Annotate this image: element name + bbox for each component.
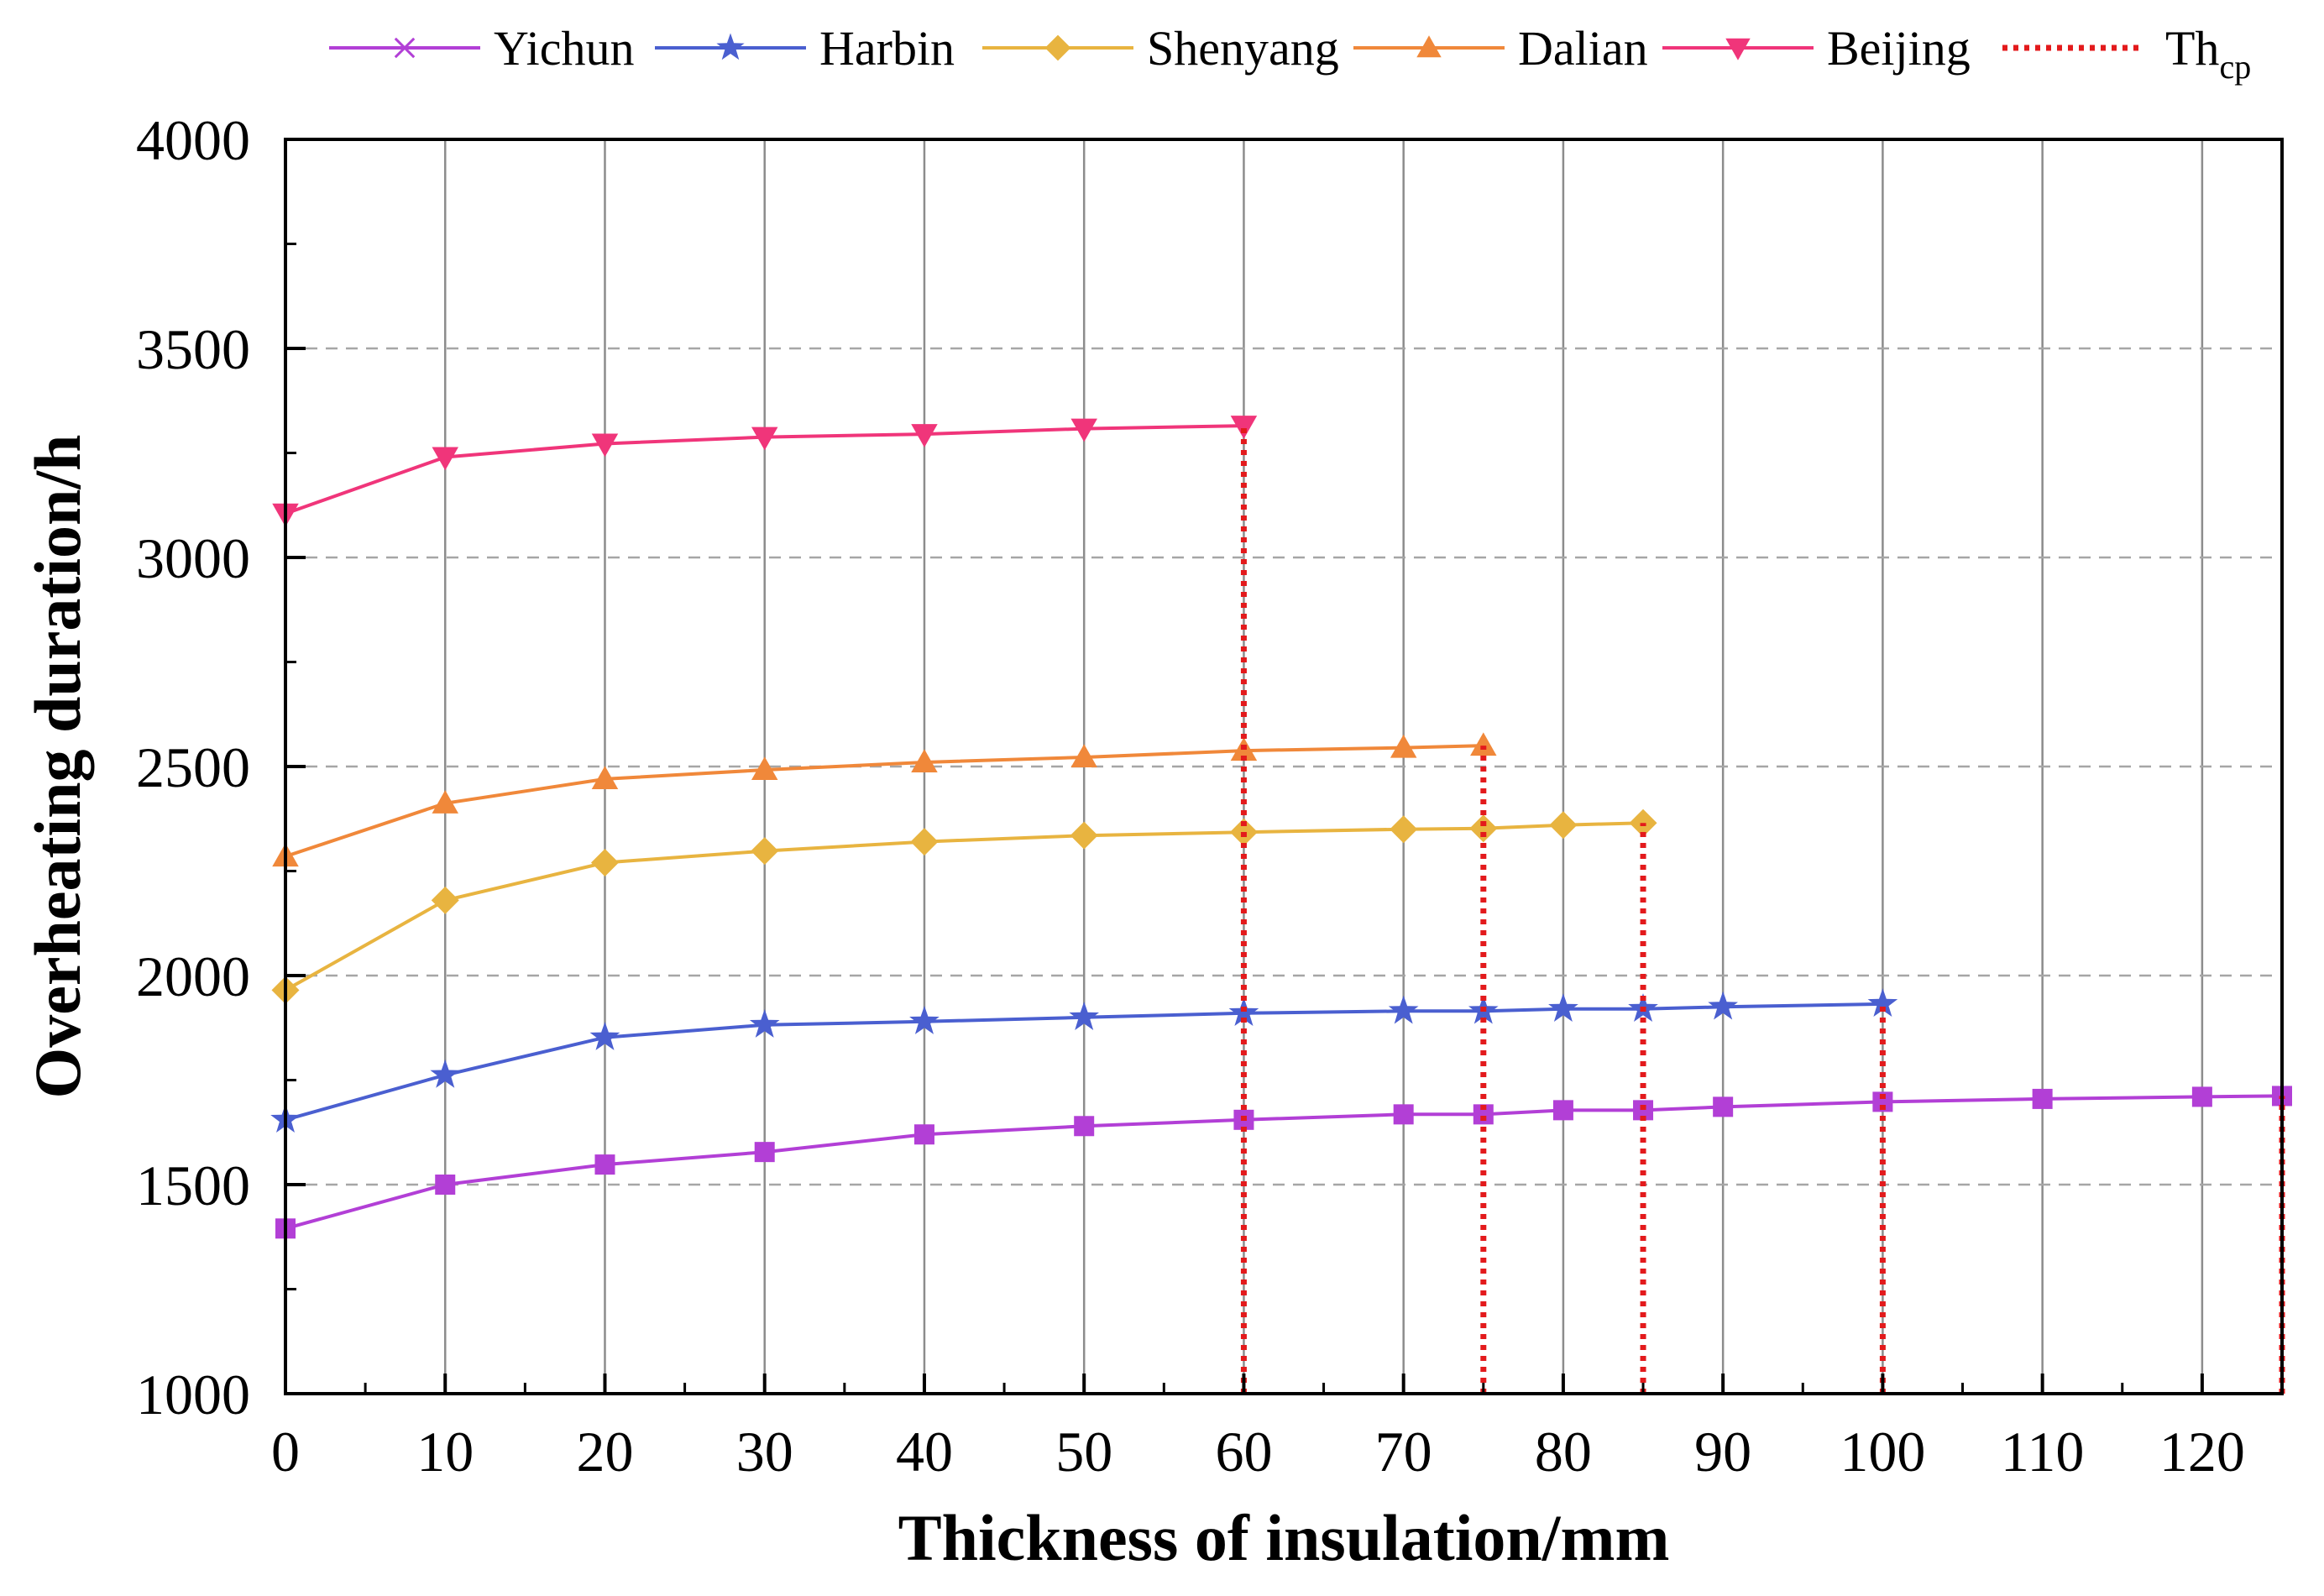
x-tick-label: 90	[1694, 1420, 1751, 1483]
data-point-yichun	[2191, 1086, 2212, 1107]
data-point-shenyang	[1390, 815, 1418, 844]
data-point-harbin	[1069, 1002, 1099, 1030]
data-point-yichun	[1552, 1100, 1573, 1121]
data-point-beijing	[1230, 416, 1258, 439]
legend-item-shenyang: Shenyang	[982, 21, 1339, 76]
data-point-beijing	[432, 447, 458, 471]
data-point-dalian	[432, 790, 458, 814]
series-shenyang	[271, 808, 1657, 1004]
data-point-shenyang	[431, 886, 459, 914]
legend-item-dalian: Dalian	[1353, 21, 1648, 76]
data-point-yichun	[2032, 1088, 2053, 1109]
data-point-harbin	[909, 1006, 940, 1034]
series-line-yichun	[285, 1094, 2283, 1231]
legend-marker-dalian	[1416, 35, 1442, 58]
y-tick-label: 1000	[136, 1363, 250, 1426]
x-tick-label: 40	[896, 1420, 953, 1483]
data-point-dalian	[1470, 732, 1497, 756]
y-tick-label: 4000	[136, 108, 250, 172]
data-point-dalian	[911, 749, 938, 773]
legend-label-harbin: Harbin	[819, 21, 955, 76]
data-point-harbin	[589, 1022, 620, 1050]
series-dalian	[272, 732, 1497, 867]
x-tick-label: 60	[1215, 1420, 1272, 1483]
legend-item-harbin: Harbin	[655, 21, 955, 76]
data-point-dalian	[751, 756, 778, 780]
x-axis-title: Thickness of insulation/mm	[898, 1501, 1670, 1574]
legend-label-main: Th	[2165, 21, 2219, 76]
legend-label-yichun: Yichun	[494, 21, 635, 76]
data-point-shenyang	[1469, 814, 1498, 843]
legend-label-sub: cp	[2219, 48, 2251, 86]
series-beijing	[272, 416, 1258, 527]
y-tick-label: 2500	[136, 735, 250, 799]
data-point-dalian	[1390, 734, 1417, 758]
legend-item-thcp: Thcp	[2002, 21, 2251, 86]
data-point-harbin	[1388, 995, 1419, 1024]
data-point-harbin	[1708, 991, 1738, 1020]
data-point-harbin	[749, 1009, 780, 1038]
legend: Yichun Harbin Shenyang Dalian Beijing Thcp	[329, 21, 2251, 86]
legend-label-dalian: Dalian	[1518, 21, 1648, 76]
x-tick-label: 80	[1535, 1420, 1592, 1483]
data-point-shenyang	[751, 837, 779, 866]
data-point-dalian	[591, 766, 619, 789]
y-tick-label: 2000	[136, 945, 250, 1008]
legend-marker-harbin	[716, 33, 745, 60]
x-tick-label: 10	[416, 1420, 474, 1483]
data-point-yichun	[913, 1124, 934, 1145]
data-point-harbin	[1867, 988, 1898, 1017]
x-tick-label: 50	[1055, 1420, 1112, 1483]
data-point-yichun	[594, 1154, 615, 1175]
series-line-dalian	[285, 744, 1484, 858]
legend-marker-yichun	[394, 37, 416, 59]
series-yichun	[275, 1086, 2292, 1239]
legend-marker-shenyang	[1044, 34, 1071, 61]
data-point-shenyang	[590, 849, 619, 877]
x-tick-label: 100	[1840, 1420, 1925, 1483]
legend-label-beijing: Beijing	[1827, 21, 1971, 76]
legend-label-shenyang: Shenyang	[1147, 21, 1339, 76]
series-line-shenyang	[285, 821, 1644, 992]
data-point-shenyang	[1549, 811, 1578, 840]
grid	[285, 139, 2282, 1394]
legend-item-beijing: Beijing	[1662, 21, 1971, 76]
data-point-harbin	[1228, 997, 1259, 1026]
legend-marker-beijing	[1725, 38, 1751, 60]
y-tick-label: 3500	[136, 317, 250, 381]
legend-item-yichun: Yichun	[329, 21, 635, 76]
data-point-beijing	[591, 433, 619, 458]
x-tick-label: 120	[2159, 1420, 2245, 1483]
legend-marker-yichun-stroke	[394, 37, 416, 59]
data-point-yichun	[754, 1142, 775, 1163]
y-tick-label: 3000	[136, 526, 250, 590]
data-point-yichun	[435, 1175, 456, 1195]
data-point-beijing	[911, 424, 938, 447]
data-point-yichun	[1393, 1104, 1414, 1125]
axis-ticks: 0 10 20 30 40 50 60 70 80 90 100 110 120 1000 1500 2000…	[136, 108, 2284, 1483]
data-point-yichun	[1713, 1096, 1734, 1117]
y-tick-label: 1500	[136, 1154, 250, 1217]
x-tick-label: 110	[2001, 1420, 2084, 1483]
data-point-harbin	[1548, 993, 1578, 1022]
series-layer	[270, 416, 2292, 1239]
x-tick-label: 70	[1375, 1420, 1432, 1483]
data-point-beijing	[751, 426, 778, 451]
x-tick-label: 30	[736, 1420, 793, 1483]
data-point-shenyang	[1070, 821, 1098, 850]
thcp-lines	[1240, 426, 2285, 1394]
legend-label-thcp: Thcp	[2165, 21, 2251, 86]
data-point-shenyang	[910, 828, 939, 856]
y-axis-title: Overheating duration/h	[21, 435, 94, 1099]
data-point-dalian	[1070, 744, 1097, 768]
x-tick-label: 20	[576, 1420, 633, 1483]
data-point-harbin	[430, 1059, 461, 1088]
data-point-yichun	[1074, 1116, 1095, 1137]
x-tick-label: 0	[271, 1420, 300, 1483]
data-point-beijing	[1070, 418, 1097, 442]
